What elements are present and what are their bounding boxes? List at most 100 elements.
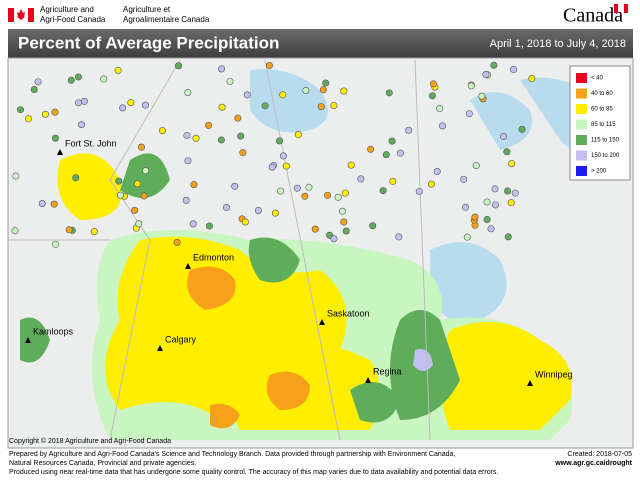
created: Created: 2018-07-05 [567, 451, 632, 458]
legend-items: < 40 40 to 60 60 to 85 85 to 115 115 to 150 1… [576, 73, 620, 176]
station-dot [487, 225, 495, 233]
station-dot [511, 189, 519, 197]
station-dot [483, 198, 491, 206]
legend-swatch [576, 166, 587, 176]
station-dot [340, 87, 348, 95]
station-dot [342, 227, 350, 235]
station-dot [173, 238, 181, 246]
station-dot [503, 148, 511, 156]
station-dot [528, 75, 536, 83]
copyright: Copyright © 2018 Agriculture and Agri-Fo… [9, 437, 171, 445]
footer-line: Prepared by Agriculture and Agri-Food Ca… [9, 451, 455, 458]
station-dot [222, 204, 230, 212]
station-dot [330, 101, 338, 109]
station-dot [114, 66, 122, 74]
station-dot [231, 182, 239, 190]
station-dot [460, 175, 468, 183]
station-dot [405, 126, 413, 134]
station-dot [465, 110, 473, 118]
dept-fr: Agriculture et [123, 5, 171, 14]
station-dot [184, 157, 192, 165]
station-dot [415, 187, 423, 195]
station-dot [51, 108, 59, 116]
station-dot [183, 131, 191, 139]
city-marker [57, 149, 63, 155]
station-dot [334, 193, 342, 201]
station-dot [279, 91, 287, 99]
station-dot [241, 218, 249, 226]
legend-swatch [576, 104, 587, 114]
station-dot [507, 199, 515, 207]
station-dot [218, 103, 226, 111]
station-dot [74, 73, 82, 81]
legend-swatch [576, 88, 587, 99]
station-dot [205, 222, 213, 230]
legend-label: 85 to 115 [591, 122, 616, 128]
station-dot [319, 86, 327, 94]
city-marker [319, 319, 325, 325]
station-dot [490, 61, 498, 69]
station-dot [141, 101, 149, 109]
station-dot [500, 132, 508, 140]
city-label: Edmonton [193, 252, 234, 262]
station-dot [268, 163, 276, 171]
legend-swatch [576, 73, 587, 83]
station-dot [158, 127, 166, 135]
station-dot [175, 62, 183, 70]
station-dot [367, 145, 375, 153]
station-dot [12, 172, 20, 180]
station-dot [261, 102, 269, 110]
station-dot [478, 92, 486, 100]
station-dot [134, 180, 142, 188]
legend-swatch [576, 119, 587, 130]
station-dot [119, 104, 127, 112]
station-dot [518, 125, 526, 133]
station-dot [340, 218, 348, 226]
footer-line: Natural Resources Canada, Provincial and… [9, 460, 196, 467]
station-dot [472, 162, 480, 170]
station-dot [38, 199, 46, 207]
station-dot [463, 233, 471, 241]
station-dot [467, 82, 475, 90]
station-dot [428, 92, 436, 100]
station-dot [294, 131, 302, 139]
title-bar [8, 29, 633, 58]
legend-label: 40 to 60 [591, 91, 613, 97]
station-dot [357, 175, 365, 183]
station-dot [67, 76, 75, 84]
station-dot [16, 106, 24, 114]
station-dot [347, 161, 355, 169]
city-marker [527, 380, 533, 386]
station-dot [492, 201, 500, 209]
station-dot [90, 228, 98, 236]
cities: Fort St. John Edmonton Kamloops Calgary Sask… [25, 138, 573, 386]
station-dot [116, 191, 124, 199]
station-dot [140, 192, 148, 200]
city-marker [25, 337, 31, 343]
station-dot [226, 77, 234, 85]
station-dot [234, 114, 242, 122]
station-dot [436, 105, 444, 113]
city-marker [365, 377, 371, 383]
station-dot [25, 115, 33, 123]
station-dot [50, 200, 58, 208]
legend-label: > 200 [591, 169, 607, 175]
station-dot [75, 99, 83, 107]
legend-label: 150 to 200 [591, 153, 620, 159]
station-dot [322, 79, 330, 87]
station-dot [72, 174, 80, 182]
station-dot [276, 137, 284, 145]
date-range: April 1, 2018 to July 4, 2018 [490, 38, 626, 50]
station-dot [282, 162, 290, 170]
dept-fr: Agroalimentaire Canada [123, 15, 210, 24]
city-label: Regina [373, 366, 402, 376]
station-dot [137, 143, 145, 151]
station-dot [239, 149, 247, 157]
station-dot [369, 222, 377, 230]
station-dot [271, 209, 279, 217]
city-label: Fort St. John [65, 138, 117, 148]
station-dot [491, 185, 499, 193]
station-dot [379, 187, 387, 195]
legend-label: < 40 [591, 76, 604, 82]
city-label: Winnipeg [535, 369, 573, 379]
